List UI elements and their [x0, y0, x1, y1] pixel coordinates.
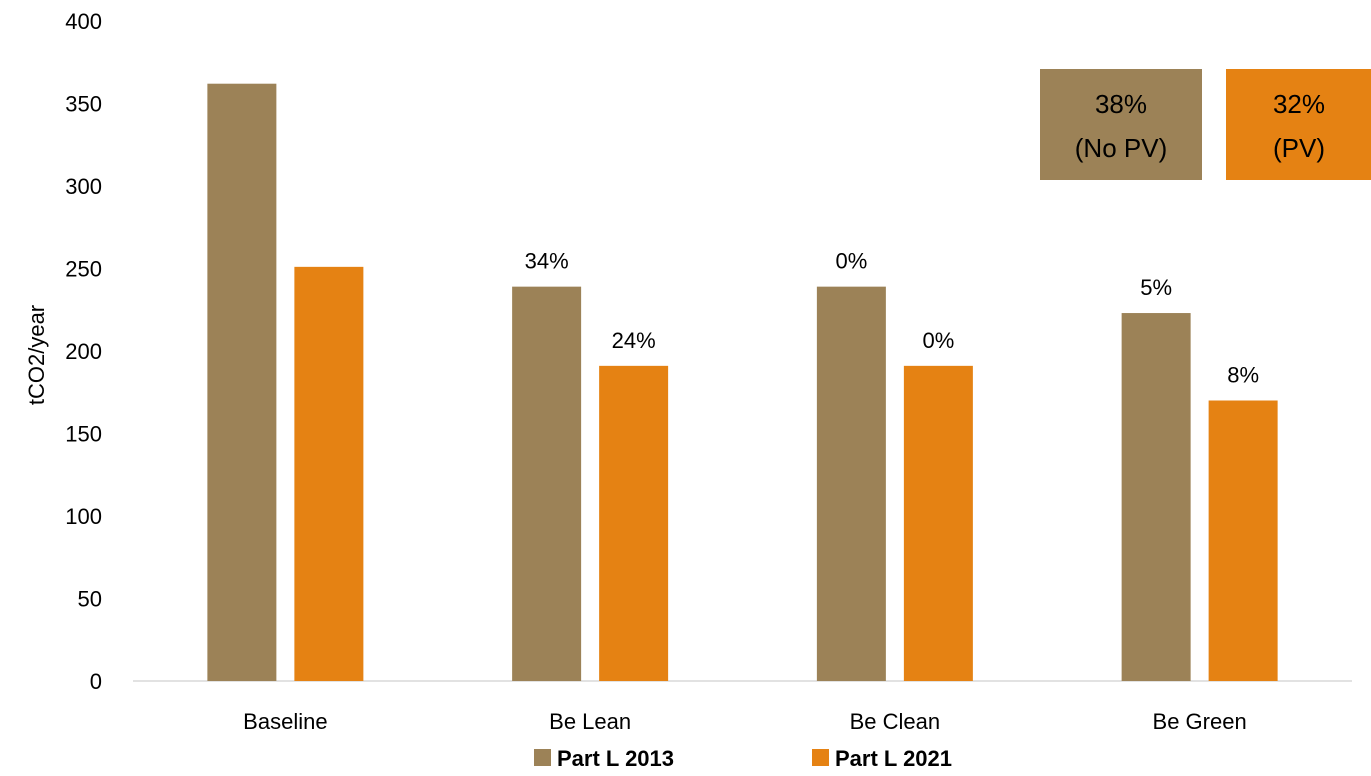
bar [512, 286, 582, 681]
annotation-value: 38% [1095, 89, 1147, 119]
bar [1208, 400, 1278, 681]
data-label: 5% [1140, 275, 1172, 300]
data-label: 0% [922, 328, 954, 353]
legend-item: Part L 2013 [534, 746, 674, 771]
legend-swatch [812, 749, 829, 766]
data-labels: 34% 24% 0% 0% 5% 8% [525, 249, 1259, 388]
y-axis-ticks: 0 50 100 150 200 250 300 350 400 [65, 9, 102, 694]
bar [294, 266, 364, 681]
y-tick-label: 400 [65, 9, 102, 34]
data-label: 8% [1227, 363, 1259, 388]
y-tick-label: 0 [90, 669, 102, 694]
bar [1121, 313, 1191, 681]
x-tick-label: Be Clean [850, 709, 941, 734]
legend: Part L 2013 Part L 2021 [534, 746, 952, 771]
annotation-box: 32% (PV) [1226, 69, 1371, 180]
y-tick-label: 200 [65, 339, 102, 364]
data-label: 0% [835, 249, 867, 274]
y-axis-label: tCO2/year [24, 305, 49, 405]
annotation-boxes: 38% (No PV) 32% (PV) [1040, 69, 1371, 180]
bar [207, 83, 277, 681]
annotation-box-bg [1040, 69, 1202, 180]
legend-swatch [534, 749, 551, 766]
x-tick-label: Be Lean [549, 709, 631, 734]
y-tick-label: 150 [65, 422, 102, 447]
y-tick-label: 100 [65, 504, 102, 529]
bars [207, 83, 1278, 681]
bar [599, 365, 669, 681]
legend-label: Part L 2013 [557, 746, 674, 771]
y-tick-label: 50 [78, 587, 102, 612]
annotation-box: 38% (No PV) [1040, 69, 1202, 180]
bar [903, 365, 973, 681]
y-tick-label: 250 [65, 257, 102, 282]
y-tick-label: 350 [65, 92, 102, 117]
annotation-note: (No PV) [1075, 133, 1167, 163]
data-label: 34% [525, 249, 569, 274]
legend-item: Part L 2021 [812, 746, 952, 771]
bar [816, 286, 886, 681]
data-label: 24% [612, 328, 656, 353]
annotation-value: 32% [1273, 89, 1325, 119]
y-tick-label: 300 [65, 174, 102, 199]
x-axis-ticks: Baseline Be Lean Be Clean Be Green [243, 709, 1247, 734]
legend-label: Part L 2021 [835, 746, 952, 771]
x-tick-label: Be Green [1153, 709, 1247, 734]
annotation-box-bg [1226, 69, 1371, 180]
annotation-note: (PV) [1273, 133, 1325, 163]
x-tick-label: Baseline [243, 709, 327, 734]
